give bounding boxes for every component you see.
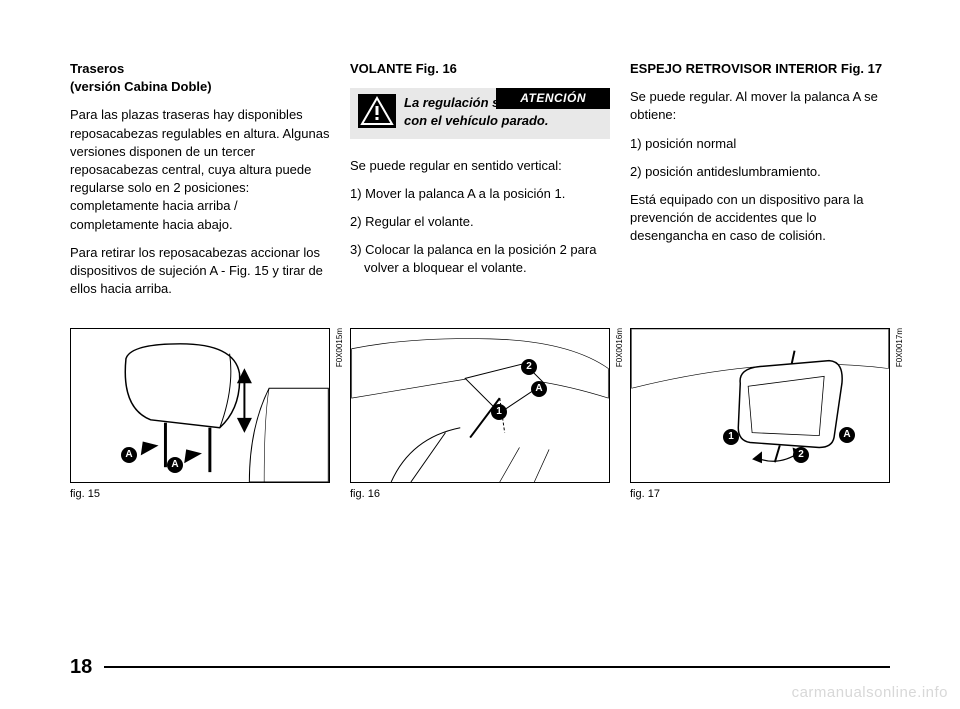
figure-15-caption: fig. 15 <box>70 487 330 502</box>
col1-p2: Para retirar los reposacabezas accionar … <box>70 244 330 299</box>
figure-16: 2 A 1 F0X0016m fig. 16 <box>350 328 610 502</box>
page-number-rule: 18 <box>70 653 890 681</box>
col2-li2: 2) Regular el volante. <box>350 213 610 231</box>
col3-title: ESPEJO RETROVISOR INTERIOR Fig. 17 <box>630 60 890 78</box>
figure-16-code: F0X0016m <box>614 328 625 367</box>
figure-15-frame: A A <box>70 328 330 483</box>
column-espejo: ESPEJO RETROVISOR INTERIOR Fig. 17 Se pu… <box>630 60 890 308</box>
attention-label: ATENCIÓN <box>496 88 610 109</box>
col1-title: Traseros (versión Cabina Doble) <box>70 60 330 96</box>
column-traseros: Traseros (versión Cabina Doble) Para las… <box>70 60 330 308</box>
col2-li3: 3) Colocar la palanca en la posición 2 p… <box>350 241 610 277</box>
figure-15: A A F0X0015m fig. 15 <box>70 328 330 502</box>
col3-p3: 2) posición antideslumbramiento. <box>630 163 890 181</box>
col3-p4: Está equipado con un dispositivo para la… <box>630 191 890 246</box>
figure-17-code: F0X0017m <box>894 328 905 367</box>
figures-row: A A F0X0015m fig. 15 <box>70 328 890 502</box>
steering-diagram <box>351 329 609 482</box>
col2-title: VOLANTE Fig. 16 <box>350 60 610 78</box>
page-rule <box>104 666 890 668</box>
page-number: 18 <box>70 653 92 681</box>
col1-p1: Para las plazas traseras hay disponibles… <box>70 106 330 233</box>
figure-16-frame: 2 A 1 <box>350 328 610 483</box>
figure-17-caption: fig. 17 <box>630 487 890 502</box>
col3-p2: 1) posición normal <box>630 135 890 153</box>
figure-17: 1 2 A F0X0017m fig. 17 <box>630 328 890 502</box>
watermark: carmanualsonline.info <box>792 682 948 703</box>
figure-15-code: F0X0015m <box>334 328 345 367</box>
text-columns: Traseros (versión Cabina Doble) Para las… <box>70 60 890 308</box>
figure-17-frame: 1 2 A <box>630 328 890 483</box>
mirror-diagram <box>631 329 889 482</box>
headrest-diagram <box>71 329 329 482</box>
manual-page: Traseros (versión Cabina Doble) Para las… <box>0 0 960 709</box>
col1-title-line2: (versión Cabina Doble) <box>70 79 212 94</box>
col3-p1: Se puede regular. Al mover la palanca A … <box>630 88 890 124</box>
warning-icon <box>358 94 396 128</box>
col2-p1: Se puede regular en sentido vertical: <box>350 157 610 175</box>
attention-callout: ATENCIÓN La regulación se debe realizar … <box>350 88 610 138</box>
column-volante: VOLANTE Fig. 16 ATENCIÓN La regulación s… <box>350 60 610 308</box>
figure-16-caption: fig. 16 <box>350 487 610 502</box>
col2-li1: 1) Mover la palanca A a la posición 1. <box>350 185 610 203</box>
col1-title-line1: Traseros <box>70 61 124 76</box>
